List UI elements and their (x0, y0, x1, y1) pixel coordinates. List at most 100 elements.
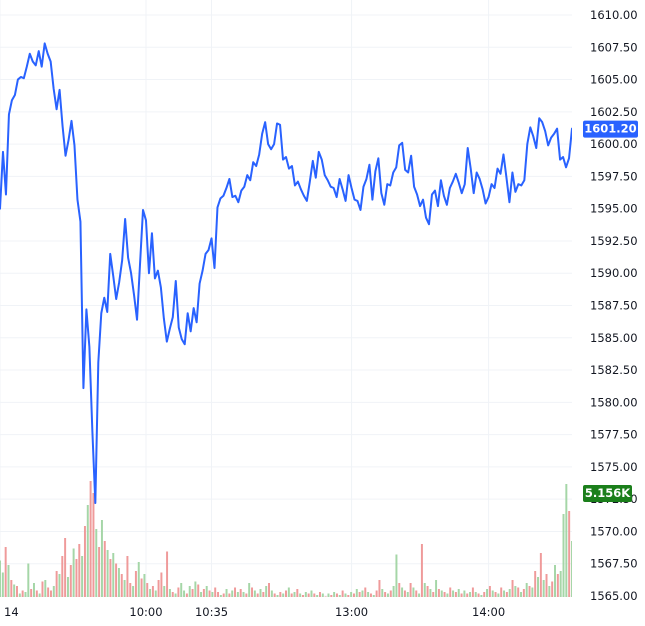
volume-bar (440, 590, 443, 601)
volume-bar (0, 560, 1, 601)
y-tick-label: 1602.50 (590, 105, 638, 119)
last-price-label: 1601.20 (584, 122, 636, 136)
volume-bar (378, 580, 381, 601)
volume-bar (304, 592, 307, 601)
y-tick-label: 1587.50 (590, 299, 638, 313)
volume-bar (406, 592, 409, 601)
volume-bar (429, 589, 432, 601)
y-tick-label: 1575.00 (590, 460, 638, 474)
volume-bar (268, 583, 270, 601)
volume-bar (296, 589, 299, 601)
y-axis: 1610.00 1607.50 1605.00 1602.50 1600.00 1597.… (572, 0, 645, 622)
last-price-badge (583, 120, 638, 138)
volume-bar (69, 565, 72, 601)
volume-bar (160, 572, 163, 601)
volume-bar (64, 538, 67, 601)
volume-bar (132, 586, 135, 601)
volume-bar (146, 583, 149, 601)
volume-bar (194, 581, 197, 601)
volume-bar (177, 587, 180, 601)
volume-bar (81, 556, 84, 601)
volume-bar (293, 592, 296, 601)
volume-bar (251, 587, 254, 601)
volume-bar (21, 590, 24, 601)
volume-bar (52, 586, 55, 601)
volume-bar (568, 511, 571, 601)
volume-bar (191, 589, 194, 601)
volume-bar (123, 580, 126, 601)
volume-bar (333, 592, 336, 601)
volume-bar (83, 526, 86, 601)
volume-bar (95, 529, 98, 601)
volume-bar (520, 592, 523, 601)
volume-bar (542, 580, 545, 601)
volume-bar (287, 587, 290, 601)
volume-bar (528, 586, 531, 601)
volume-bar (511, 580, 514, 601)
volume-bar (163, 586, 166, 601)
volume-bar (341, 590, 344, 601)
volume-bar (505, 592, 508, 601)
volume-bar (41, 581, 44, 601)
volume-bar (61, 556, 64, 601)
volume-bar (92, 493, 95, 601)
volume-label: 5.156K (585, 486, 631, 500)
x-tick-label: 10:00 (129, 605, 162, 619)
volume-bar (486, 589, 489, 601)
y-tick-label: 1597.50 (590, 169, 638, 183)
volume-bar (310, 590, 313, 601)
volume-bar (395, 554, 398, 601)
volume-bar (7, 565, 10, 601)
y-tick-label: 1592.50 (590, 234, 638, 248)
volume-bar (494, 592, 497, 601)
volume-bar (435, 580, 438, 601)
volume-bar (469, 592, 472, 601)
y-tick-label: 1590.00 (590, 266, 638, 280)
volume-bar (392, 586, 395, 601)
x-tick-label: 10:35 (195, 605, 228, 619)
volume-bar (525, 583, 528, 601)
volume-bar (47, 587, 50, 601)
volume-bar (55, 571, 58, 601)
y-tick-label: 1577.50 (590, 428, 638, 442)
price-series (0, 42, 573, 505)
volume-bar (143, 574, 146, 601)
y-axis-panel (572, 0, 645, 622)
volume-bar (168, 589, 171, 601)
volume-bar (403, 590, 406, 601)
y-tick-label: 1582.50 (590, 363, 638, 377)
volume-bar (412, 587, 415, 601)
volume-bar (188, 586, 191, 601)
volume-bar (562, 514, 565, 601)
volume-bar (151, 586, 154, 601)
volume-bar (389, 590, 392, 601)
x-tick-label: 13:00 (335, 605, 368, 619)
volume-bar (98, 547, 101, 601)
volume-bar (554, 565, 556, 601)
volume-bar (117, 568, 120, 601)
volume-bar (375, 590, 378, 601)
volume-bar (49, 590, 52, 601)
volume-bar (120, 574, 123, 601)
volume-bar (86, 505, 89, 601)
volume-bar (384, 592, 387, 601)
volume-badge (583, 485, 632, 502)
volume-bar (471, 587, 474, 601)
volume-bar (457, 589, 460, 601)
y-tick-label: 1610.00 (590, 8, 638, 22)
volume-bar (126, 556, 129, 601)
y-tick-label: 1605.00 (590, 73, 638, 87)
volume-bar (225, 589, 228, 601)
volume-bar (503, 590, 506, 601)
y-tick-label: 1570.00 (590, 524, 638, 538)
volume-bar (426, 586, 429, 601)
volume-bar (350, 592, 353, 601)
volume-bar (13, 584, 16, 601)
volume-bar (522, 589, 525, 601)
volume-bar (253, 590, 256, 601)
volume-bar (231, 590, 234, 601)
volume-bar (208, 590, 211, 601)
grid (0, 0, 572, 597)
